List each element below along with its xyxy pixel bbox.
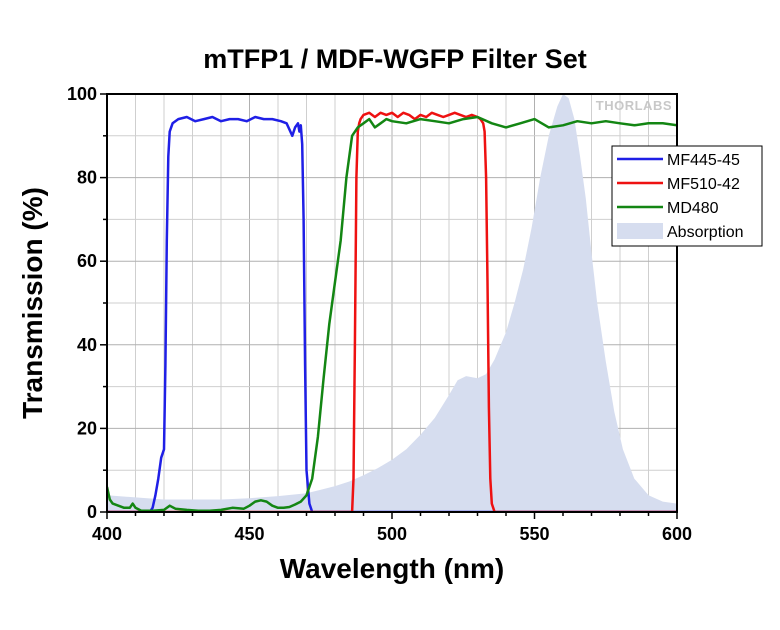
legend-swatch bbox=[617, 223, 663, 239]
chart-title: mTFP1 / MDF-WGFP Filter Set bbox=[203, 44, 587, 74]
y-tick-label: 0 bbox=[87, 502, 97, 522]
series-lines-layer bbox=[107, 111, 677, 512]
x-tick-label: 600 bbox=[662, 524, 692, 544]
x-axis-label: Wavelength (nm) bbox=[280, 553, 505, 584]
y-tick-label: 40 bbox=[77, 335, 97, 355]
series-mf510-42-line bbox=[107, 111, 677, 512]
y-tick-label: 20 bbox=[77, 418, 97, 438]
x-tick-label: 500 bbox=[377, 524, 407, 544]
series-absorption-area bbox=[107, 94, 677, 512]
y-tick-label: 100 bbox=[67, 84, 97, 104]
tick-labels: 400 450 500 550 600 0 20 40 60 80 100 bbox=[67, 84, 692, 544]
x-tick-label: 450 bbox=[234, 524, 264, 544]
series-mf445-45-line bbox=[107, 115, 677, 512]
axis-ticks bbox=[100, 93, 678, 519]
legend-label: MD480 bbox=[667, 200, 719, 217]
absorption-area-layer bbox=[107, 94, 677, 512]
y-tick-label: 60 bbox=[77, 251, 97, 271]
legend-label: MF445-45 bbox=[667, 152, 740, 169]
x-tick-label: 400 bbox=[92, 524, 122, 544]
y-tick-label: 80 bbox=[77, 168, 97, 188]
series-md480-line bbox=[107, 115, 677, 512]
legend: MF445-45 MF510-42 MD480 Absorption bbox=[611, 145, 763, 247]
y-axis-label: Transmission (%) bbox=[17, 187, 48, 419]
legend-label: MF510-42 bbox=[667, 176, 740, 193]
thorlabs-watermark: THORLABS bbox=[596, 98, 672, 113]
legend-label: Absorption bbox=[667, 224, 744, 241]
x-tick-label: 550 bbox=[519, 524, 549, 544]
